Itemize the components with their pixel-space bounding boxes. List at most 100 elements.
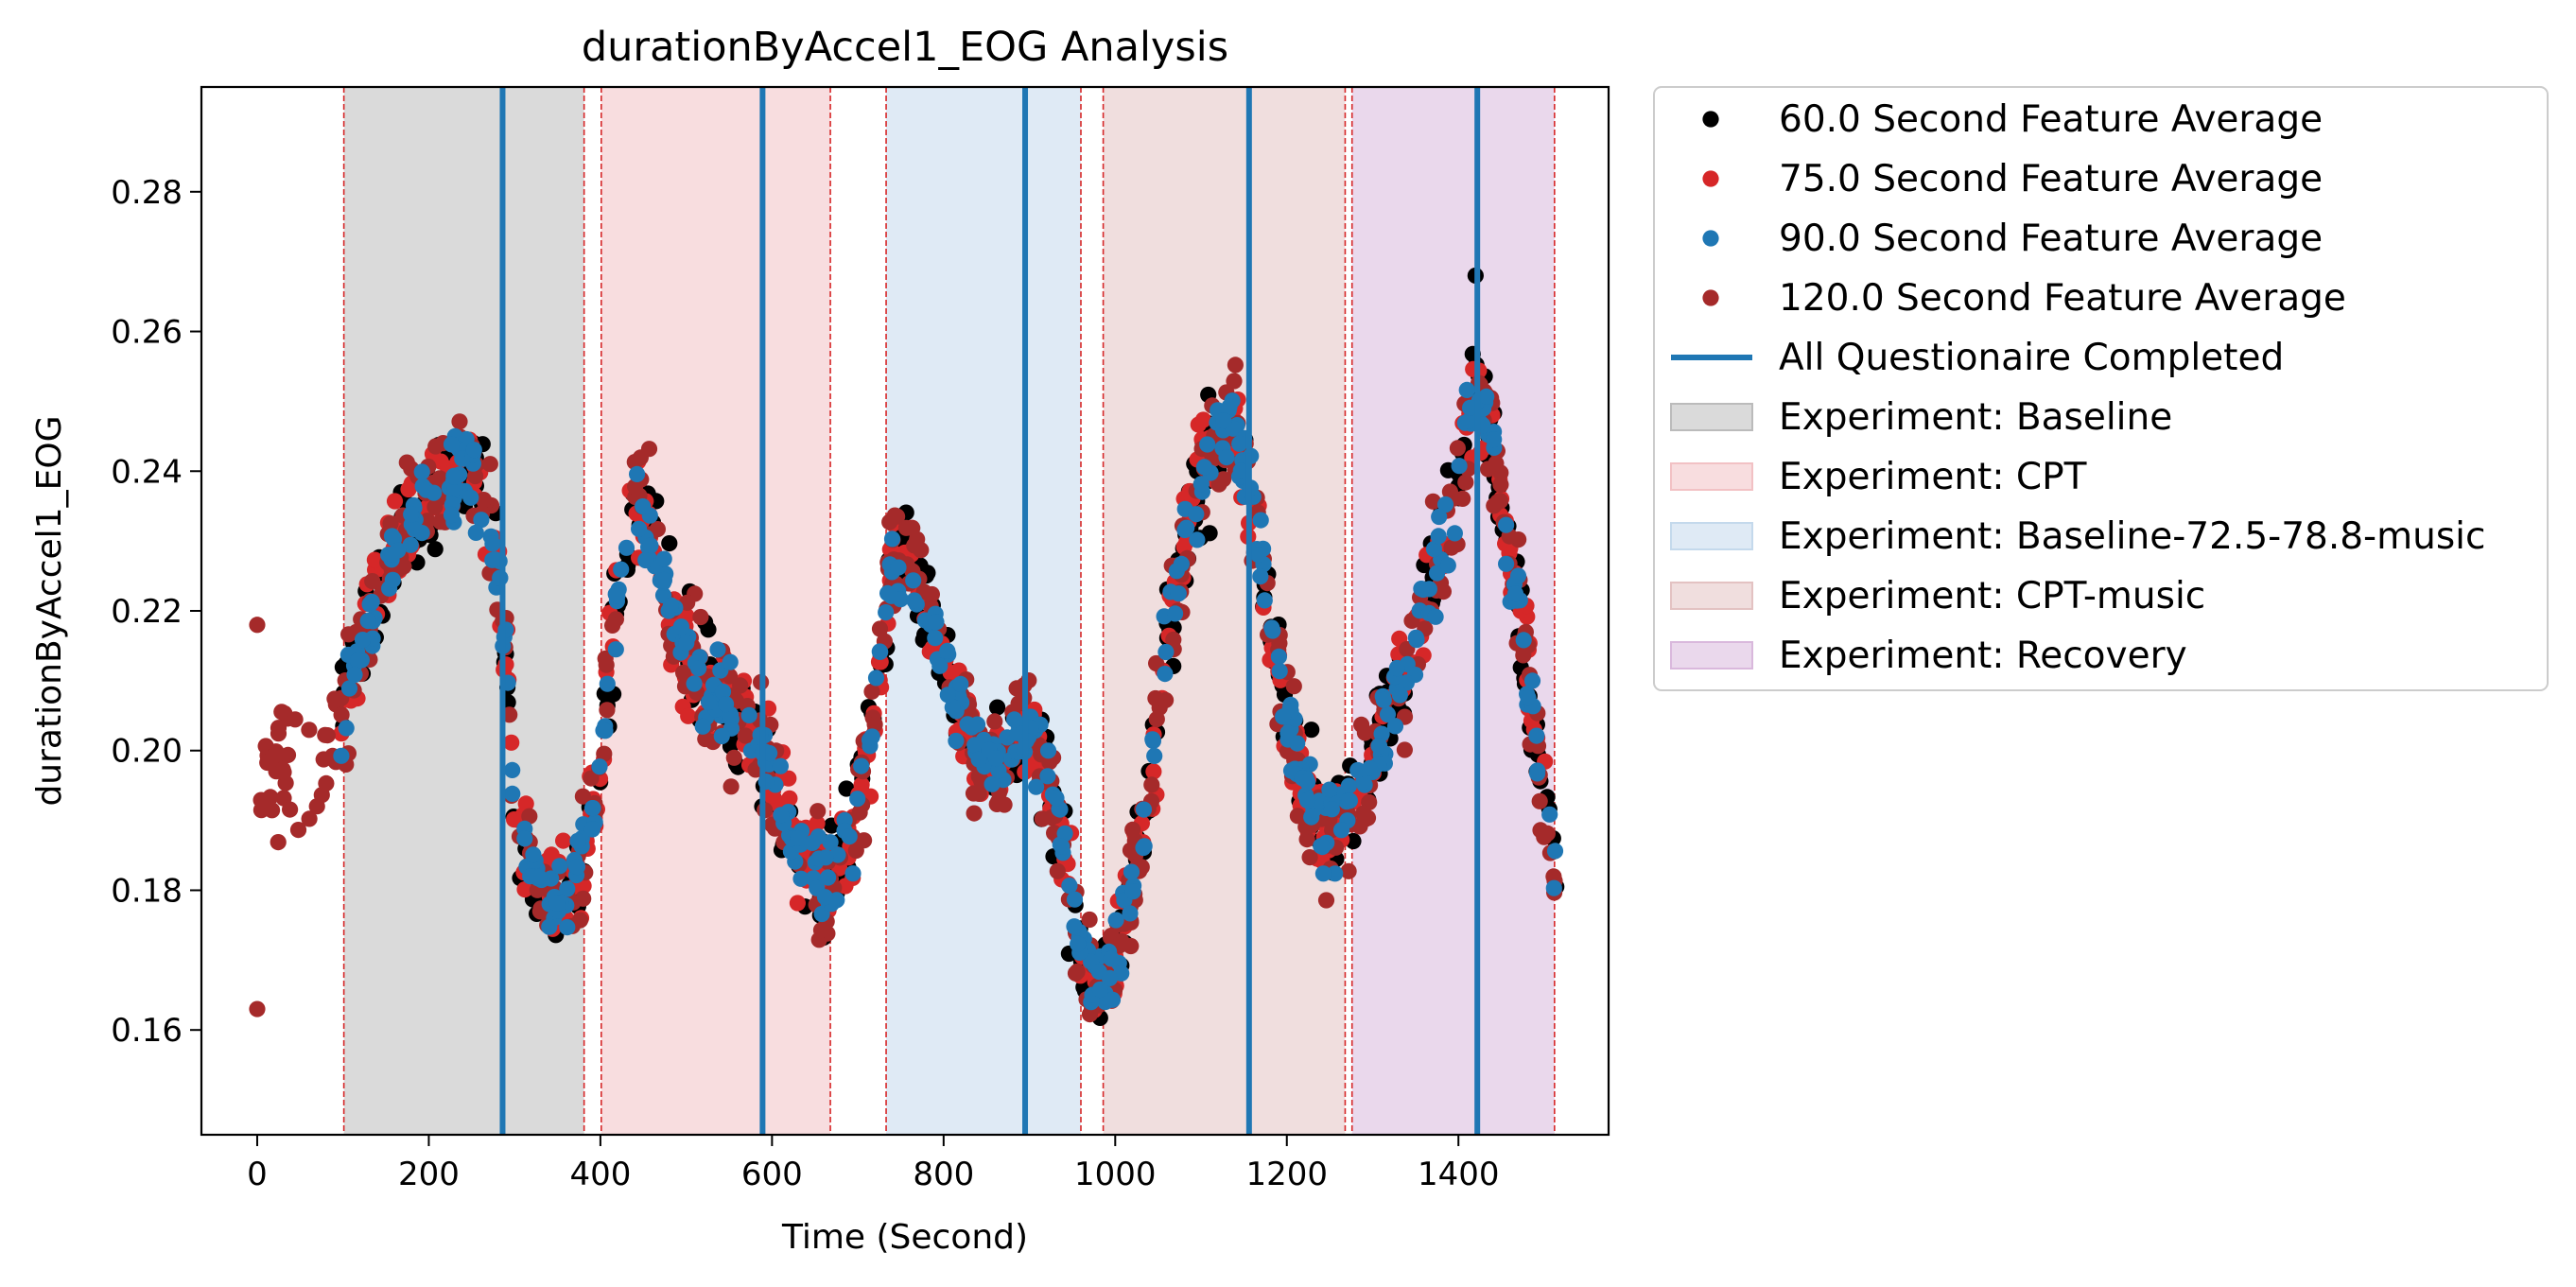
point-series-2 bbox=[883, 530, 901, 548]
point-series-2 bbox=[849, 791, 866, 808]
point-series-3 bbox=[249, 1000, 266, 1017]
point-series-3 bbox=[737, 727, 754, 744]
point-series-2 bbox=[346, 666, 363, 684]
point-series-2 bbox=[1270, 648, 1287, 666]
point-series-2 bbox=[722, 653, 739, 670]
chart-title: durationByAccel1_EOG Analysis bbox=[582, 24, 1228, 71]
point-series-2 bbox=[772, 757, 790, 774]
point-series-2 bbox=[1541, 806, 1558, 823]
point-series-2 bbox=[1523, 672, 1541, 689]
point-series-1 bbox=[809, 815, 826, 832]
point-series-3 bbox=[1301, 849, 1318, 866]
point-series-2 bbox=[686, 675, 703, 692]
point-series-3 bbox=[265, 748, 282, 765]
point-series-2 bbox=[1066, 918, 1083, 935]
point-series-1 bbox=[781, 790, 798, 807]
point-series-3 bbox=[333, 706, 350, 723]
point-series-2 bbox=[906, 592, 923, 609]
point-series-2 bbox=[1311, 792, 1328, 809]
point-series-2 bbox=[384, 571, 401, 588]
point-series-2 bbox=[1375, 691, 1392, 708]
point-series-2 bbox=[363, 593, 380, 611]
point-series-2 bbox=[1103, 950, 1120, 967]
point-series-3 bbox=[1340, 862, 1357, 879]
point-series-3 bbox=[970, 785, 987, 803]
point-series-2 bbox=[484, 535, 501, 552]
point-series-3 bbox=[273, 704, 290, 721]
point-series-2 bbox=[709, 641, 726, 658]
point-series-2 bbox=[1371, 738, 1388, 755]
point-series-2 bbox=[844, 865, 862, 882]
point-series-2 bbox=[1039, 768, 1056, 785]
point-series-3 bbox=[270, 720, 287, 737]
point-series-2 bbox=[1061, 878, 1078, 895]
point-series-3 bbox=[889, 508, 906, 525]
point-series-2 bbox=[1104, 991, 1122, 1008]
point-series-3 bbox=[697, 730, 714, 748]
point-series-3 bbox=[812, 922, 830, 939]
point-series-2 bbox=[694, 718, 711, 735]
point-series-3 bbox=[913, 542, 930, 559]
point-series-2 bbox=[462, 489, 479, 506]
legend: 60.0 Second Feature Average 75.0 Second F… bbox=[1653, 86, 2549, 691]
point-series-2 bbox=[690, 660, 707, 677]
point-series-2 bbox=[790, 829, 807, 847]
point-series-2 bbox=[609, 587, 626, 604]
point-series-2 bbox=[541, 918, 558, 935]
point-series-3 bbox=[863, 683, 880, 700]
point-series-2 bbox=[340, 680, 358, 697]
x-tick-label: 600 bbox=[741, 1156, 803, 1193]
point-series-3 bbox=[467, 467, 484, 485]
point-series-2 bbox=[1340, 777, 1357, 794]
point-series-3 bbox=[1298, 831, 1315, 848]
point-series-2 bbox=[1195, 459, 1213, 476]
point-series-2 bbox=[531, 868, 548, 886]
point-series-3 bbox=[1396, 741, 1413, 758]
point-series-2 bbox=[1314, 839, 1331, 856]
point-series-3 bbox=[249, 617, 266, 634]
point-series-2 bbox=[629, 465, 646, 482]
point-series-3 bbox=[1215, 471, 1232, 488]
point-series-2 bbox=[1192, 476, 1210, 493]
point-series-3 bbox=[1515, 647, 1532, 664]
point-series-2 bbox=[443, 506, 461, 524]
x-tick-label: 800 bbox=[913, 1156, 974, 1193]
point-series-2 bbox=[1462, 399, 1479, 416]
scatter-layer bbox=[249, 267, 1565, 1026]
point-series-3 bbox=[262, 789, 279, 806]
point-series-3 bbox=[722, 778, 740, 795]
point-series-3 bbox=[1491, 493, 1509, 510]
point-series-3 bbox=[1124, 821, 1141, 839]
point-series-2 bbox=[1430, 528, 1447, 545]
legend-label-7: Experiment: Baseline-72.5-78.8-music bbox=[1779, 515, 2485, 558]
point-series-3 bbox=[275, 764, 292, 781]
point-series-1 bbox=[680, 707, 697, 724]
point-series-2 bbox=[1279, 724, 1297, 741]
point-series-2 bbox=[584, 800, 601, 817]
legend-label-8: Experiment: CPT-music bbox=[1779, 575, 2205, 617]
point-series-0 bbox=[1303, 722, 1320, 739]
point-series-2 bbox=[637, 551, 654, 569]
legend-marker-6 bbox=[1670, 462, 1753, 491]
point-series-3 bbox=[675, 664, 692, 682]
point-series-2 bbox=[1028, 778, 1045, 795]
point-series-1 bbox=[1194, 411, 1211, 428]
point-series-2 bbox=[402, 536, 419, 553]
point-series-2 bbox=[968, 716, 986, 733]
point-series-3 bbox=[1424, 493, 1441, 510]
point-series-0 bbox=[1201, 525, 1218, 542]
point-series-2 bbox=[1167, 605, 1184, 622]
point-series-2 bbox=[655, 550, 672, 567]
point-series-3 bbox=[692, 608, 709, 626]
point-series-2 bbox=[338, 720, 355, 737]
point-series-2 bbox=[473, 512, 490, 529]
point-series-2 bbox=[569, 832, 586, 849]
point-series-3 bbox=[1449, 440, 1466, 457]
point-series-3 bbox=[1227, 357, 1244, 374]
x-tick-label: 200 bbox=[398, 1156, 460, 1193]
point-series-2 bbox=[820, 869, 837, 886]
point-series-2 bbox=[948, 732, 965, 750]
point-series-2 bbox=[1232, 462, 1249, 479]
point-series-2 bbox=[662, 597, 680, 614]
